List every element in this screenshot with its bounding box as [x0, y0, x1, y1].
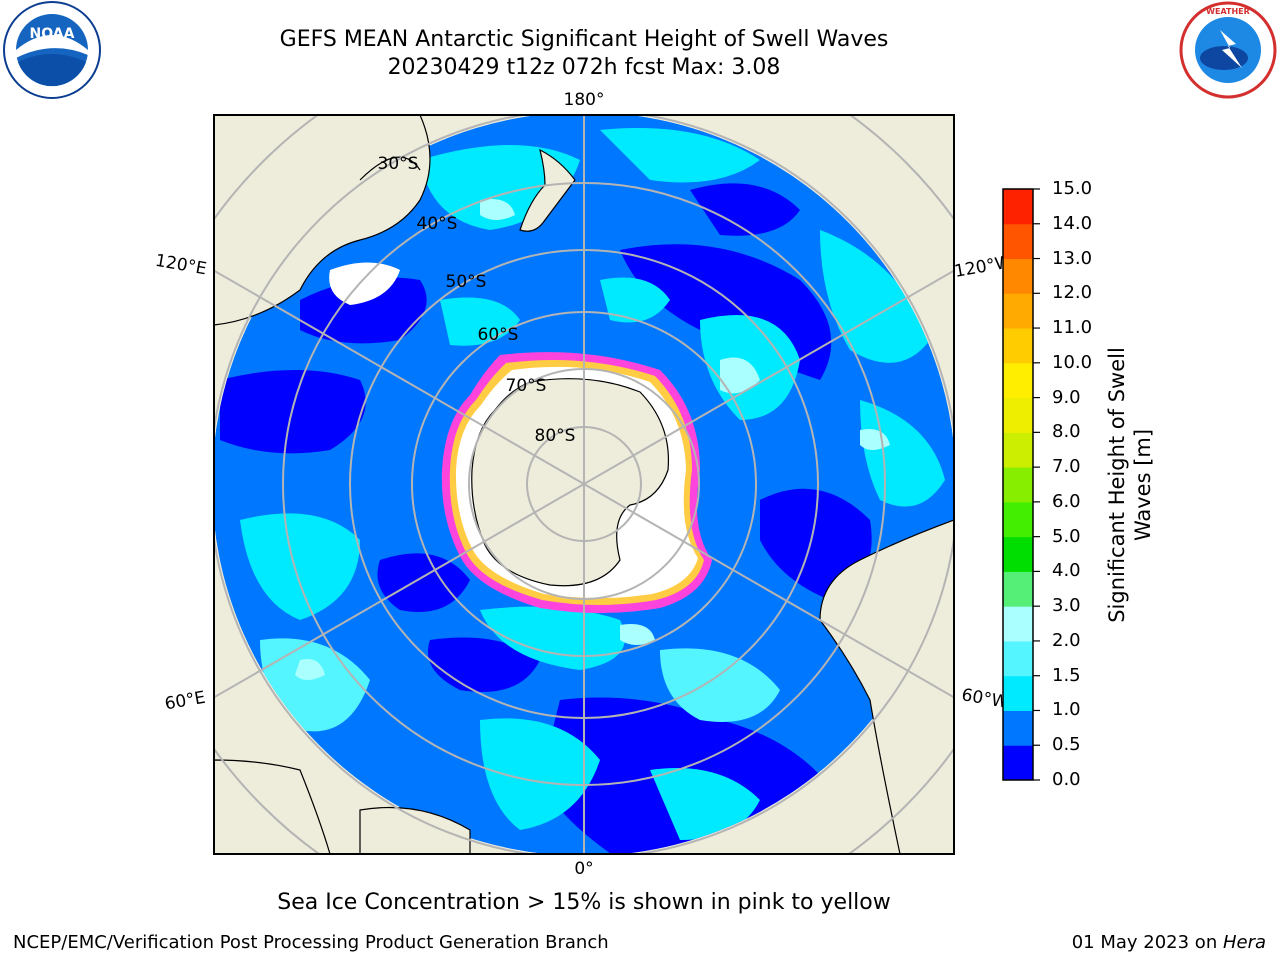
lon-label-60e: 60°E — [163, 688, 207, 715]
colorbar-segment — [1003, 328, 1033, 364]
colorbar-tick-label: 8.0 — [1052, 421, 1081, 443]
colorbar-segment — [1003, 258, 1033, 294]
colorbar-tick-label: 7.0 — [1052, 456, 1081, 478]
nws-logo: WEATHER — [1179, 1, 1277, 99]
map-frame — [213, 114, 955, 855]
colorbar-segment — [1003, 432, 1033, 468]
colorbar-tick-label: 1.5 — [1052, 664, 1081, 686]
colorbar-frame — [1002, 188, 1034, 781]
sea-ice-note: Sea Ice Concentration > 15% is shown in … — [277, 890, 891, 915]
lat-label-30s: 30°S — [378, 154, 419, 174]
lon-label-180: 180° — [564, 90, 605, 110]
colorbar-tick-label: 4.0 — [1052, 560, 1081, 582]
colorbar-tick-label: 0.5 — [1052, 734, 1081, 756]
colorbar-segment — [1003, 223, 1033, 260]
svg-text:WEATHER: WEATHER — [1206, 7, 1250, 16]
lat-label-70s: 70°S — [506, 376, 547, 396]
colorbar-segment — [1003, 571, 1033, 607]
colorbar — [1003, 188, 1040, 781]
chart-title: GEFS MEAN Antarctic Significant Height o… — [279, 27, 889, 52]
colorbar-tick-label: 2.0 — [1052, 629, 1081, 651]
lon-label-0: 0° — [574, 859, 593, 879]
lon-label-120e: 120°E — [154, 251, 208, 280]
lat-label-40s: 40°S — [417, 214, 458, 234]
colorbar-tick-label: 13.0 — [1052, 247, 1093, 269]
colorbar-segment — [1003, 606, 1033, 642]
credit-line: NCEP/EMC/Verification Post Processing Pr… — [13, 932, 609, 953]
colorbar-label-line2: Waves [m] — [1131, 428, 1155, 542]
chart-subtitle: 20230429 t12z 072h fcst Max: 3.08 — [387, 55, 781, 80]
colorbar-tick-label: 5.0 — [1052, 525, 1081, 547]
colorbar-tick-label: 14.0 — [1052, 212, 1093, 234]
colorbar-tick-label: 11.0 — [1052, 317, 1093, 339]
lat-label-80s: 80°S — [535, 426, 576, 446]
australia-mask — [329, 262, 400, 305]
colorbar-segment — [1003, 640, 1033, 677]
colorbar-segment — [1003, 745, 1033, 781]
host-name: Hera — [1222, 932, 1266, 953]
colorbar-tick-label: 1.0 — [1052, 699, 1081, 721]
noaa-logo: NOAA — [3, 1, 101, 99]
colorbar-segment — [1003, 293, 1033, 329]
colorbar-segment — [1003, 675, 1033, 711]
antarctica — [441, 352, 712, 613]
colorbar-segment — [1003, 710, 1033, 746]
colorbar-segment — [1003, 189, 1033, 225]
date-stamp: 01 May 2023 on Hera — [1072, 932, 1266, 953]
colorbar-segment — [1003, 501, 1033, 538]
colorbar-tick-label: 3.0 — [1052, 595, 1081, 617]
lat-label-50s: 50°S — [446, 272, 487, 292]
colorbar-segment — [1003, 536, 1033, 572]
colorbar-tick-label: 10.0 — [1052, 351, 1093, 373]
colorbar-label-line1: Significant Height of Swell — [1105, 347, 1129, 623]
date-text: 01 May 2023 on — [1071, 932, 1223, 953]
colorbar-tick-label: 6.0 — [1052, 490, 1081, 512]
colorbar-tick-label: 0.0 — [1052, 769, 1081, 790]
colorbar-tick-label: 15.0 — [1052, 178, 1093, 199]
colorbar-label: Significant Height of Swell Waves [m] — [1104, 347, 1156, 623]
colorbar-segment — [1003, 397, 1033, 433]
colorbar-segment — [1003, 467, 1033, 503]
colorbar-segment — [1003, 362, 1033, 399]
colorbar-tick-label: 12.0 — [1052, 282, 1093, 304]
lat-label-60s: 60°S — [478, 325, 519, 345]
colorbar-tick-label: 9.0 — [1052, 386, 1081, 408]
graticule — [214, 115, 954, 854]
noaa-logo-text: NOAA — [30, 26, 75, 42]
